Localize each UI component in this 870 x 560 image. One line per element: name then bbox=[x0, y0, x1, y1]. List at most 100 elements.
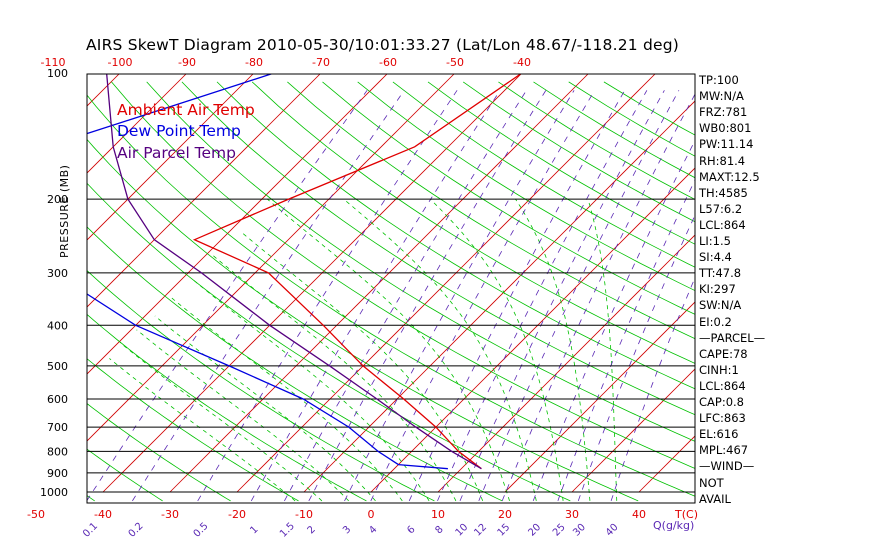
mixing-ratio-line bbox=[577, 214, 695, 502]
index-entry: PW:11.14 bbox=[699, 137, 754, 152]
dry-adiabat bbox=[427, 81, 695, 245]
dry-adiabat bbox=[322, 81, 695, 315]
moist-adiabat bbox=[343, 198, 537, 501]
moist-adiabat bbox=[168, 295, 403, 502]
bottom-temp-tick-label: 10 bbox=[431, 508, 445, 521]
index-entry: TT:47.8 bbox=[699, 266, 742, 281]
index-entry: TP:100 bbox=[699, 73, 739, 87]
index-entry: NOT bbox=[699, 475, 724, 490]
index-entry: KI:297 bbox=[699, 282, 736, 297]
isotherm-line bbox=[87, 74, 254, 241]
pressure-tick-label: 100 bbox=[47, 67, 68, 80]
isotherm-line bbox=[0, 73, 53, 492]
top-temp-tick-label: -60 bbox=[379, 56, 397, 69]
mixing-ratio-tick-label: 0.1 bbox=[81, 521, 100, 540]
mixing-ratio-line bbox=[501, 93, 695, 502]
mixing-ratio-line bbox=[250, 90, 501, 502]
mixing-ratio-tick-label: 20 bbox=[526, 522, 543, 539]
dry-adiabat bbox=[111, 81, 695, 469]
dry-adiabat bbox=[87, 94, 695, 497]
index-entry: RH:81.4 bbox=[699, 153, 746, 168]
index-entry: CINH:1 bbox=[699, 362, 739, 377]
dry-adiabat bbox=[87, 403, 231, 502]
mixing-ratio-tick-label: 0.2 bbox=[127, 521, 146, 540]
isotherm-line bbox=[638, 435, 695, 493]
moist-adiabat bbox=[136, 329, 349, 502]
isotherm-line bbox=[504, 301, 695, 493]
index-entry: LFC:863 bbox=[699, 411, 746, 426]
mixing-ratio-tick-label: 10 bbox=[454, 522, 471, 539]
plot-frame bbox=[86, 73, 696, 504]
moist-adiabat bbox=[241, 231, 484, 502]
isotherm-line bbox=[87, 74, 187, 174]
chart-title: AIRS SkewT Diagram 2010-05-30/10:01:33.2… bbox=[86, 36, 680, 54]
index-entry: FRZ:781 bbox=[699, 105, 748, 120]
moist-adiabat bbox=[267, 198, 510, 502]
pressure-tick-label: 600 bbox=[47, 393, 68, 406]
top-temp-tick-label: -70 bbox=[312, 56, 330, 69]
mixing-ratio-line bbox=[87, 90, 368, 502]
mixing-ratio-tick-label: 25 bbox=[551, 522, 568, 539]
isotherm-line bbox=[370, 167, 695, 493]
bottom-temp-tick-label: -10 bbox=[295, 508, 313, 521]
pressure-tick-label: 700 bbox=[47, 421, 68, 434]
pressure-tick-label: 200 bbox=[47, 193, 68, 206]
bottom-temp-tick-label: -40 bbox=[94, 508, 112, 521]
pressure-tick-label: 300 bbox=[47, 267, 68, 280]
index-entry: WB0:801 bbox=[699, 121, 752, 136]
mixing-ratio-tick-label: 8 bbox=[434, 524, 446, 536]
parcel-temp-line bbox=[106, 74, 482, 470]
mixing-ratio-tick-label: 3 bbox=[341, 524, 353, 536]
ambient-temp-line bbox=[192, 74, 522, 470]
dry-adiabat bbox=[357, 81, 695, 292]
index-entry: MAXT:12.5 bbox=[699, 169, 760, 184]
bottom-temp-tick-label: 0 bbox=[368, 508, 375, 521]
top-temp-tick-label: -80 bbox=[245, 56, 263, 69]
isotherm-line bbox=[437, 234, 695, 493]
index-entry: L57:6.2 bbox=[699, 201, 743, 216]
legend-dewpoint: Dew Point Temp bbox=[117, 122, 241, 140]
plot-area bbox=[0, 73, 870, 502]
moist-adiabat bbox=[109, 358, 296, 502]
moist-adiabat bbox=[191, 278, 430, 502]
mixing-ratio-line bbox=[284, 90, 527, 502]
mixing-ratio-tick-label: 1 bbox=[248, 524, 260, 536]
isotherm-line bbox=[571, 368, 695, 493]
top-temp-tick-label: -50 bbox=[446, 56, 464, 69]
mixing-ratio-line bbox=[459, 90, 665, 502]
dewpoint-line bbox=[87, 74, 448, 470]
index-entry: EL:616 bbox=[699, 427, 739, 442]
moist-adiabat bbox=[587, 198, 618, 501]
isotherm-line bbox=[87, 74, 388, 375]
mixing-ratio-line bbox=[408, 90, 626, 502]
temp-unit-label: T(C) bbox=[674, 508, 698, 521]
isotherm-line bbox=[87, 74, 321, 308]
isotherm-line bbox=[773, 73, 870, 492]
moist-adiabat bbox=[429, 198, 564, 501]
bottom-temp-tick-label: -30 bbox=[161, 508, 179, 521]
pressure-tick-label: 1000 bbox=[40, 486, 68, 499]
index-entry: SI:4.4 bbox=[699, 250, 732, 265]
bottom-temp-tick-label: 20 bbox=[498, 508, 512, 521]
mixing-ratio-line bbox=[370, 90, 596, 502]
mixing-ratio-tick-label: 4 bbox=[367, 524, 379, 536]
index-entry: MW:N/A bbox=[699, 89, 744, 104]
mixing-ratio-tick-label: 12 bbox=[472, 522, 489, 539]
dry-adiabat bbox=[0, 82, 27, 501]
index-entry: —PARCEL— bbox=[699, 330, 766, 345]
moist-adiabat bbox=[154, 315, 376, 502]
top-temp-tick-label: -100 bbox=[108, 56, 133, 69]
pressure-tick-label: 900 bbox=[47, 467, 68, 480]
dry-adiabat bbox=[462, 81, 695, 223]
mixing-ratio-tick-label: 40 bbox=[604, 522, 621, 539]
dry-adiabat bbox=[87, 270, 435, 502]
bottom-temp-tick-label: 30 bbox=[565, 508, 579, 521]
isotherm-line bbox=[236, 74, 656, 493]
dry-adiabat bbox=[251, 81, 695, 364]
dry-adiabat bbox=[87, 138, 639, 502]
dry-adiabat bbox=[392, 81, 695, 268]
index-entry: CAPE:78 bbox=[699, 346, 748, 361]
mixing-ratio-unit-label: Q(g/kg) bbox=[653, 519, 694, 532]
legend-parcel: Air Parcel Temp bbox=[117, 144, 236, 162]
